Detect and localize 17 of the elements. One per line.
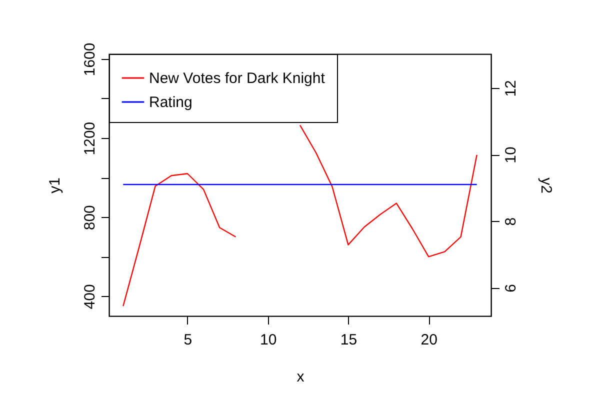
- y2-tick-label: 10: [502, 146, 520, 164]
- y2-tick-label: 8: [502, 217, 520, 226]
- y-tick-label: 800: [82, 205, 98, 230]
- x-tick-label: 15: [340, 332, 358, 348]
- y-tick-label: 400: [82, 284, 98, 310]
- y-tick-label: 1600: [82, 42, 98, 76]
- y2-tick-label: 12: [502, 80, 520, 97]
- x-tick-label: 10: [260, 332, 277, 348]
- y2-tick-label: 6: [502, 284, 520, 292]
- y-axis-title: y1: [46, 178, 64, 194]
- x-axis-title: x: [296, 368, 305, 386]
- legend-label: Rating: [149, 94, 192, 111]
- x-tick-label: 20: [420, 332, 438, 348]
- legend-label: New Votes for Dark Knight: [149, 70, 326, 87]
- y-tick-label: 1200: [82, 122, 98, 156]
- y2-axis-title: y2: [538, 178, 554, 194]
- x-tick-label: 5: [184, 332, 192, 348]
